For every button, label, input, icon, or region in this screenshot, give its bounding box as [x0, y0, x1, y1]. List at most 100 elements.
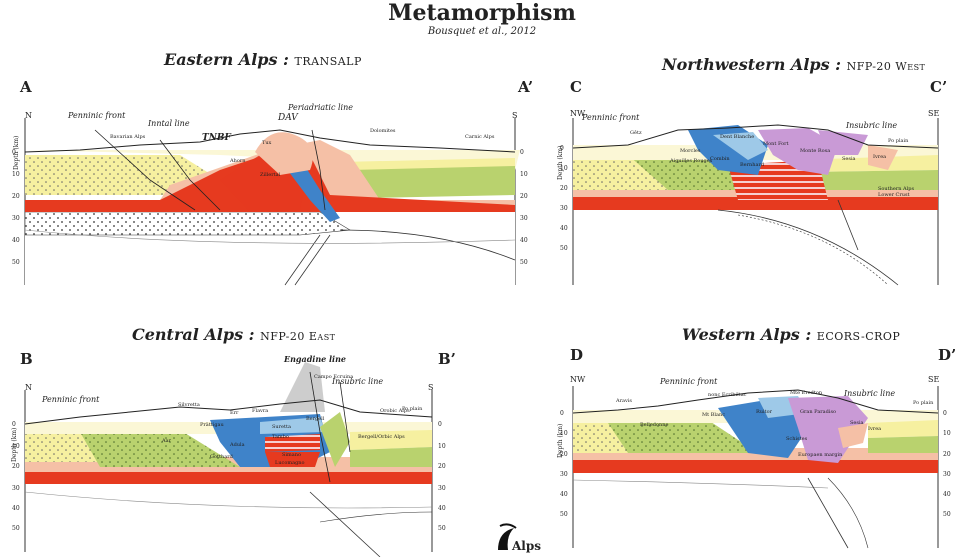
panel-a-tick-10: 10 — [12, 171, 20, 178]
panel-c-label-po-plain: Po plain — [888, 138, 909, 144]
panel-a-label-carnic-alps: Carnic Alps — [465, 134, 495, 140]
panel-d-label-aravis: Aravis — [615, 398, 632, 404]
panel-d-section: NW SE Aravis Penninic front nonc Ecribil… — [557, 375, 951, 549]
panel-d-rtick-20: 20 — [943, 451, 951, 458]
panel-a-label-tnbf: TNBF — [202, 133, 232, 143]
panel-a-tick-20: 20 — [12, 193, 20, 200]
panel-c-label-bernhard: Bernhard — [740, 162, 765, 168]
panel-c-section: NW SE Penninic front Insubric line Gêtz … — [557, 109, 939, 286]
panel-c-tick-10: 10 — [560, 165, 568, 172]
panel-a-label-tux: Tux — [262, 140, 272, 146]
panel-b-section: N S Engadine line Insubric line Penninic… — [11, 354, 446, 557]
panel-b-label-flavra: Flavra — [252, 408, 268, 414]
panel-b-label-adula: Adula — [229, 442, 245, 448]
panel-b-right-corner: B’ — [438, 350, 456, 368]
panel-d-left-corner: D — [570, 346, 584, 364]
panel-d-rtick-50: 50 — [943, 511, 951, 518]
panel-b-tick-30: 30 — [12, 485, 20, 492]
panel-c-tick-20: 20 — [560, 185, 568, 192]
panel-b-label-po-plain: Po plain — [402, 406, 423, 412]
panel-c-label-southern-alps: Southern Alps — [878, 186, 914, 192]
panel-d-label-ivrea: Ivrea — [868, 426, 881, 432]
panel-c-label-monte-rosa: Monte Rosa — [800, 148, 830, 154]
panel-c-title: Northwestern Alps : NFP-20 West — [662, 55, 926, 74]
panel-c-label-getz: Gêtz — [630, 129, 642, 136]
panel-c-label-sesia: Sesia — [842, 156, 856, 162]
panel-a-label-penninic-front: Penninic front — [67, 111, 126, 120]
panel-b-label-aar: Aar — [161, 438, 172, 444]
panel-a-label-dolomites: Dolomites — [370, 128, 396, 134]
panel-b-tick-50: 50 — [12, 525, 20, 532]
panel-a-rtick-30: 30 — [520, 215, 528, 222]
panel-a-rtick-10: 10 — [520, 171, 528, 178]
panel-d-label-penninic-front: Penninic front — [659, 377, 718, 386]
panel-d-label-insubric-line: Insubric line — [843, 389, 895, 398]
panel-b-label-simano: Simano — [282, 452, 301, 458]
panel-b-tick-40: 40 — [12, 505, 20, 512]
panel-c-left-corner: C — [570, 78, 582, 96]
panel-b-label-silvretta: Silvretta — [178, 402, 200, 408]
panel-b-label-lucomagno: Lucomagno — [275, 460, 305, 466]
panel-c-depth-title: Depth (km) — [557, 146, 564, 180]
panel-a-label-inntal-line: Inntal line — [147, 119, 190, 128]
panel-a-left-corner: A — [20, 78, 32, 96]
page-subtitle: Bousquet et al., 2012 — [427, 26, 537, 37]
panel-c-label-lower-crust: Lower Crust — [878, 192, 910, 198]
panel-c-label-combin: Combin — [710, 156, 730, 162]
panel-d-label-nonc: nonc Ecribiltac — [708, 392, 747, 398]
panel-c-right-dir: SE — [928, 109, 939, 118]
panel-a-tick-0: 0 — [12, 149, 16, 156]
panel-b-label-campo: Campo Ecruina — [314, 374, 353, 380]
panel-b-left-corner: B — [20, 350, 33, 368]
panel-c-right-corner: C’ — [930, 78, 948, 96]
panel-d-tick-20: 20 — [560, 451, 568, 458]
panel-c-tick-0: 0 — [560, 145, 564, 152]
panel-a-label-periadriatic-line: Periadriatic line — [287, 103, 353, 112]
panel-d-left-dir: NW — [570, 375, 586, 384]
panel-b-tick-20: 20 — [12, 463, 20, 470]
panel-b-left-dir: N — [25, 383, 32, 392]
panel-d-rtick-0: 0 — [943, 410, 947, 417]
panel-c-label-aiguilles-rouges: Aiguilles Rouges — [669, 158, 713, 164]
panel-b-label-err: Err — [230, 410, 239, 416]
panel-b-label-tambo: Tambo — [272, 434, 289, 440]
panel-a-label-bavarian-alps: Bavarian Alps — [110, 134, 146, 140]
panel-a-rtick-50: 50 — [520, 259, 528, 266]
panel-b-label-bergell-orbic: Bergell/Orbic Alps — [358, 434, 405, 440]
panel-d-tick-30: 30 — [560, 471, 568, 478]
panel-b-rtick-20: 20 — [438, 463, 446, 470]
panel-d-label-sesia: Sesia — [850, 420, 864, 426]
panel-c-tick-40: 40 — [560, 225, 568, 232]
page-title: Metamorphism — [388, 0, 576, 26]
panel-b-rtick-40: 40 — [438, 505, 446, 512]
panel-d-right-corner: D’ — [938, 346, 957, 364]
panel-b-label-gotthard: Gotthard — [210, 454, 234, 460]
panel-c-label-ivrea: Ivrea — [873, 154, 886, 160]
panel-a-left-dir: N — [25, 111, 32, 120]
panel-b-title: Central Alps : NFP-20 East — [132, 325, 336, 344]
panel-d-label-mt-blanc: Mt Blanc — [702, 412, 725, 418]
alps-logo: Alps — [498, 523, 541, 553]
panel-d-label-ruitor: Ruitor — [756, 409, 773, 415]
logo-label: Alps — [511, 539, 541, 553]
panel-a-title: Eastern Alps : TRANSALP — [164, 50, 362, 69]
panel-b-tick-0: 0 — [12, 421, 16, 428]
panel-a-tick-30: 30 — [12, 215, 20, 222]
panel-a-depth-title: Depth (km) — [13, 136, 20, 170]
panel-b-rtick-10: 10 — [438, 443, 446, 450]
panel-d-depth-title: Depth (km) — [557, 424, 564, 458]
panel-a-right-dir: S — [512, 111, 517, 120]
panel-c-label-morcles: Morcles — [680, 148, 701, 154]
panel-c-tick-50: 50 — [560, 245, 568, 252]
panel-c-label-insubric-line: Insubric line — [845, 121, 897, 130]
panel-b-label-bergell: Bergell — [306, 416, 325, 422]
panel-d-label-schistes: Schistes — [786, 436, 808, 442]
panel-a-section: N S Penninic front Inntal line TNBF DAV … — [12, 103, 528, 286]
panel-d-label-europaen-margin: Europaen margin — [798, 452, 843, 458]
panel-b-depth-title: Depth (km) — [11, 428, 18, 462]
panel-c-left-dir: NW — [570, 109, 586, 118]
panel-c-label-penninic-front: Penninic front — [581, 113, 640, 122]
panel-a-label-dav: DAV — [277, 113, 299, 123]
panel-b-rtick-50: 50 — [438, 525, 446, 532]
panel-b-tick-10: 10 — [12, 443, 20, 450]
